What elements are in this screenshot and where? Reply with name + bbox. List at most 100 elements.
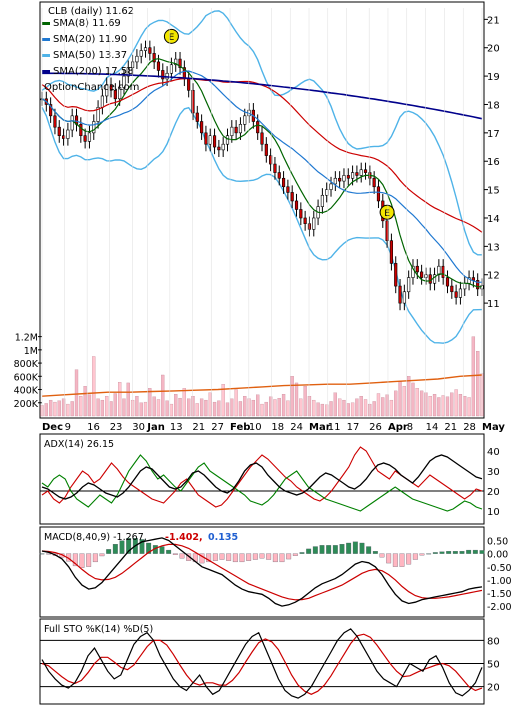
adx-line [41, 454, 483, 500]
date-tick-label: 9 [65, 422, 71, 433]
candle-body [385, 220, 389, 241]
candle-body [269, 155, 273, 165]
legend-swatch [42, 70, 50, 73]
macd-tick-label: -0.50 [487, 563, 512, 574]
candle-body [398, 285, 402, 304]
volume-bar [230, 398, 234, 417]
macd-hist-bar [432, 552, 438, 554]
candle-body [57, 126, 61, 136]
macd-hist-bar [199, 553, 205, 564]
volume-bar [61, 398, 66, 417]
macd-hist-bar [179, 553, 185, 559]
candle-body [407, 277, 411, 293]
price-tick-label: 18 [487, 100, 500, 111]
earnings-marker-label: E [384, 209, 390, 219]
volume-bar [407, 376, 411, 417]
date-tick-label: 13 [170, 422, 183, 433]
volume-bar [307, 396, 312, 417]
macd-hist-bar [172, 553, 178, 555]
macd-hist-bar [39, 553, 45, 555]
volume-bar [208, 392, 212, 417]
date-tick-label: 26 [369, 422, 382, 433]
macd-tick-label: 0.50 [487, 537, 508, 548]
volume-bar [204, 399, 208, 417]
volume-bar [53, 401, 57, 417]
sto-tick-label: 20 [487, 683, 500, 694]
volume-bar [363, 399, 368, 417]
macd-hist-bar [219, 553, 225, 560]
date-tick-label: 10 [249, 422, 262, 433]
macd-hist-bar [419, 553, 425, 556]
volume-tick-label: 400K [14, 386, 39, 397]
candle-body [105, 84, 109, 97]
volume-bar [199, 398, 204, 417]
macd-hist-bar [392, 553, 398, 567]
macd-hist-bar [159, 546, 165, 554]
macd-label: MACD(8,40,9) -1.267, [44, 532, 147, 543]
macd-hist-bar [472, 549, 478, 554]
volume-bar [251, 399, 256, 417]
volume-bar [118, 382, 122, 417]
macd-hist-bar [439, 551, 445, 554]
volume-bar [122, 398, 126, 417]
candle-body [225, 135, 230, 145]
date-tick-label: Feb [230, 422, 250, 433]
volume-tick-label: 200K [14, 399, 39, 410]
macd-hist-bar [186, 553, 192, 561]
volume-bar [217, 400, 221, 417]
macd-hist-bar [466, 549, 472, 554]
volume-bar [70, 401, 74, 417]
macd-hist-bar [292, 553, 298, 556]
macd-hist-bar [399, 553, 405, 567]
sto-tick-label: 80 [487, 636, 500, 647]
candle-body [355, 172, 359, 176]
date-tick-label: Mar [309, 422, 331, 433]
price-tick-label: 17 [487, 129, 500, 140]
volume-bar [428, 396, 432, 417]
candle-body [135, 55, 139, 63]
volume-bar [48, 399, 53, 417]
macd-hist-bar [406, 553, 412, 565]
candle-body [415, 265, 419, 273]
candle-body [307, 223, 312, 230]
macd-hist-bar [206, 553, 212, 563]
candle-body [174, 58, 178, 66]
price-candles [40, 40, 484, 311]
macd-tick-label: -1.00 [487, 576, 512, 587]
macd-hist-bar [166, 549, 172, 554]
volume-bar [303, 386, 307, 417]
macd-hist-bar [239, 553, 245, 563]
volume-bar [441, 395, 445, 417]
macd-hist-bar [46, 553, 52, 555]
volume-bar [139, 402, 143, 417]
volume-tick-label: 1.2M [15, 333, 38, 344]
date-tick-label: 17 [347, 422, 360, 433]
date-tick-label: Dec [42, 422, 63, 433]
volume-bar [100, 399, 105, 417]
macd-hist-bar [446, 551, 452, 554]
candle-body [152, 53, 156, 63]
macd-hist-bar [146, 542, 152, 554]
volume-bar [161, 374, 165, 417]
candle-body [49, 104, 53, 117]
macd-signal-line [41, 543, 483, 601]
macd-hist-bar [106, 549, 112, 554]
volume-bar [437, 397, 441, 417]
adx-label: ADX(14) 26.15 [44, 439, 114, 450]
volume-bar [178, 397, 182, 417]
macd-hist-bar [286, 553, 292, 560]
earnings-marker-icon [163, 28, 179, 44]
candle-body [359, 169, 363, 176]
volume-bar [286, 400, 290, 417]
volume-average-line [41, 374, 483, 397]
volume-bar [342, 399, 346, 417]
volume-bar [372, 401, 376, 417]
candle-body [208, 135, 212, 145]
adx-tick-label: 40 [487, 447, 500, 458]
macd-hist-bar [72, 553, 78, 567]
volume-bar [411, 382, 415, 417]
candle-body [169, 64, 173, 74]
volume-bar [109, 401, 113, 417]
